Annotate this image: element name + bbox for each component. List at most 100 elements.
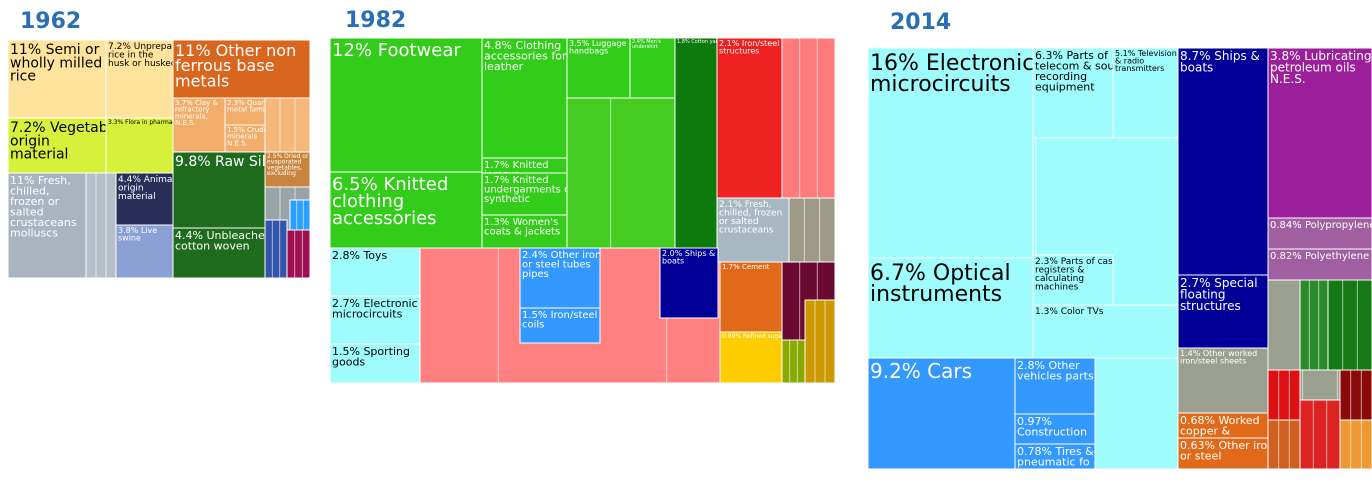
tile-label: 0.63% Other iron or steel bbox=[1180, 439, 1274, 462]
tile-label: 3.5% Luggage & handbags bbox=[569, 39, 635, 56]
tile bbox=[629, 37, 676, 99]
tile-label: 1.8% Cotton yarn bbox=[677, 39, 721, 45]
tile bbox=[804, 299, 836, 384]
tile-label-box: 1.5% Sporting goods bbox=[332, 345, 410, 368]
tile bbox=[1014, 357, 1096, 415]
tile-label: 6.5% Knitted clothing accessories bbox=[332, 174, 448, 229]
tile-label-box: 4.4% Animal origin material bbox=[118, 175, 173, 202]
tile-label-box: 1.3% Women's coats & jackets bbox=[484, 217, 560, 238]
tile-label: 0.84% Polypropylene bbox=[1270, 220, 1372, 231]
tile bbox=[1267, 47, 1372, 219]
tile-label-box: 7.2% Unprepared rice in the husk or husked bbox=[108, 42, 187, 69]
tile-label: 3.7% Clay & refractory minerals, N.E.S. bbox=[175, 99, 218, 127]
tile-label: 3.8% Live swine bbox=[118, 226, 157, 243]
tile-label-box: 1.5% Iron/steel coils bbox=[522, 310, 597, 331]
tile-label-box: 6.3% Parts of telecom & sound recording equ… bbox=[1035, 49, 1113, 93]
tile-label: 12% Footwear bbox=[332, 40, 461, 61]
tile-label-box: 9.2% Cars bbox=[870, 359, 972, 383]
tile bbox=[1339, 369, 1372, 421]
tile bbox=[1014, 413, 1096, 445]
tile-label-box: 2.8% Toys bbox=[332, 249, 388, 262]
panel-title: 1962 bbox=[20, 9, 81, 34]
tile bbox=[1177, 437, 1269, 470]
tile-label-box: 4.4% Unbleached cotton woven bbox=[175, 229, 265, 252]
tile bbox=[719, 261, 783, 333]
tile-label-box: 12% Footwear bbox=[332, 40, 461, 61]
tile bbox=[1032, 304, 1179, 359]
tile-label-box: 1.4% Other worked iron/steel sheets bbox=[1180, 349, 1257, 366]
tile-label-box: 16% Electronic microcircuits bbox=[870, 51, 1034, 97]
tile bbox=[1267, 248, 1372, 281]
tile-label: 5.1% Television & radio transmitters bbox=[1115, 49, 1177, 73]
tile bbox=[329, 295, 421, 345]
tile-label: 3.8% Lubricating petroleum oils N.E.S. bbox=[1270, 49, 1371, 86]
tile bbox=[1032, 254, 1114, 306]
tile bbox=[566, 37, 631, 99]
tile-label: 7.2% Vegetable origin material bbox=[10, 120, 120, 163]
tile bbox=[1177, 47, 1269, 276]
tile bbox=[519, 307, 601, 344]
tile bbox=[1014, 443, 1096, 470]
tile bbox=[519, 247, 601, 309]
tile bbox=[1032, 47, 1114, 139]
tile-label: 1.7% Cement bbox=[722, 263, 770, 271]
tile-label: 7.2% Unprepared rice in the husk or husked bbox=[108, 42, 187, 69]
tile-label: 0.82% Polyethylene bbox=[1270, 251, 1369, 262]
tile-label-box: 0.84% Polypropylene bbox=[1270, 220, 1372, 231]
tile-label-box: 0.68% Worked copper & bbox=[1180, 414, 1260, 437]
tile-label-box: 3.8% Lubricating petroleum oils N.E.S. bbox=[1270, 49, 1371, 86]
tile-label: 1.5% Sporting goods bbox=[332, 345, 410, 368]
tile bbox=[1339, 419, 1372, 470]
treemap: 12% Footwear 6.5% Knitted clothing accessor… bbox=[329, 37, 836, 384]
tile-label-box: 2.3% Quartz metal family bbox=[227, 99, 265, 114]
tile-label: 11% Other non ferrous base metals bbox=[175, 41, 296, 90]
tile bbox=[115, 224, 174, 279]
tile-label-box: 2.7% Electronic microcircuits bbox=[332, 297, 418, 320]
tile bbox=[115, 172, 174, 226]
tile bbox=[172, 227, 266, 279]
tile bbox=[1299, 279, 1329, 371]
tile-label-box: 9.8% Raw Silk bbox=[175, 154, 265, 170]
tile bbox=[85, 172, 117, 279]
tile-label: 1.7% Knittedjerseys,pullovers & bbox=[483, 160, 549, 190]
tile-label: 16% Electronic microcircuits bbox=[870, 51, 1034, 97]
tile bbox=[105, 117, 174, 174]
tile-label-box: 6.7% Optical instruments bbox=[870, 261, 1011, 307]
tile bbox=[1327, 279, 1372, 371]
tile bbox=[329, 171, 483, 249]
tile bbox=[867, 47, 1034, 259]
tile-label-box: 7.2% Vegetable origin material bbox=[10, 120, 120, 163]
tile bbox=[329, 343, 421, 384]
tile-label: 2.1% Fresh, chilled, frozen or salted crust… bbox=[719, 200, 782, 236]
tile-label: 1.5% Crude minerals N.E.S. bbox=[227, 126, 268, 147]
tile bbox=[289, 199, 311, 231]
tile-label-box: 1.7% Cement bbox=[722, 263, 770, 271]
tile-label: 3.3% Flora in pharmacy bbox=[108, 119, 180, 126]
tile bbox=[264, 219, 288, 279]
panel-title: 2014 bbox=[890, 10, 951, 35]
tile-label: 0.78% Tires & pneumatic fo bbox=[1017, 445, 1094, 468]
tile-label-box: 2.0% Ships & boats bbox=[662, 249, 715, 266]
tile-label: 1.7% Knitted undergarments of synthetic bbox=[484, 175, 574, 205]
tile-label: 2.7% Special floating structures bbox=[1180, 276, 1258, 313]
tile-label: 0.89% Refined sugar bbox=[722, 333, 785, 340]
tile bbox=[1112, 47, 1179, 139]
tile-label-box: 0.82% Polyethylene bbox=[1270, 251, 1369, 262]
tile-label-box: 0.89% Refined sugar bbox=[722, 333, 785, 340]
tile-label-box: 2.1% Fresh, chilled, frozen or salted crust… bbox=[719, 200, 782, 236]
tile-label-box: 11% Semi or wholly milled rice bbox=[10, 42, 102, 85]
tile bbox=[781, 37, 836, 199]
tile-label: 2.8% Other vehicles parts bbox=[1017, 359, 1094, 382]
tile-label: 2.8% Toys bbox=[332, 249, 388, 262]
tile bbox=[264, 151, 311, 188]
tile-label-box: 11% Fresh, chilled, frozen or salted crustac… bbox=[10, 174, 77, 239]
tile-label: 6.7% Optical instruments bbox=[870, 261, 1011, 307]
tile bbox=[1267, 419, 1301, 470]
tile-label-box: 11% Other non ferrous base metals bbox=[175, 41, 296, 90]
tile-label-box: 3.5% Luggage & handbags bbox=[569, 39, 635, 56]
tile bbox=[224, 124, 266, 153]
tile-label: 2.3% Parts of cash registers & calculating… bbox=[1035, 257, 1118, 293]
tile bbox=[172, 97, 226, 153]
